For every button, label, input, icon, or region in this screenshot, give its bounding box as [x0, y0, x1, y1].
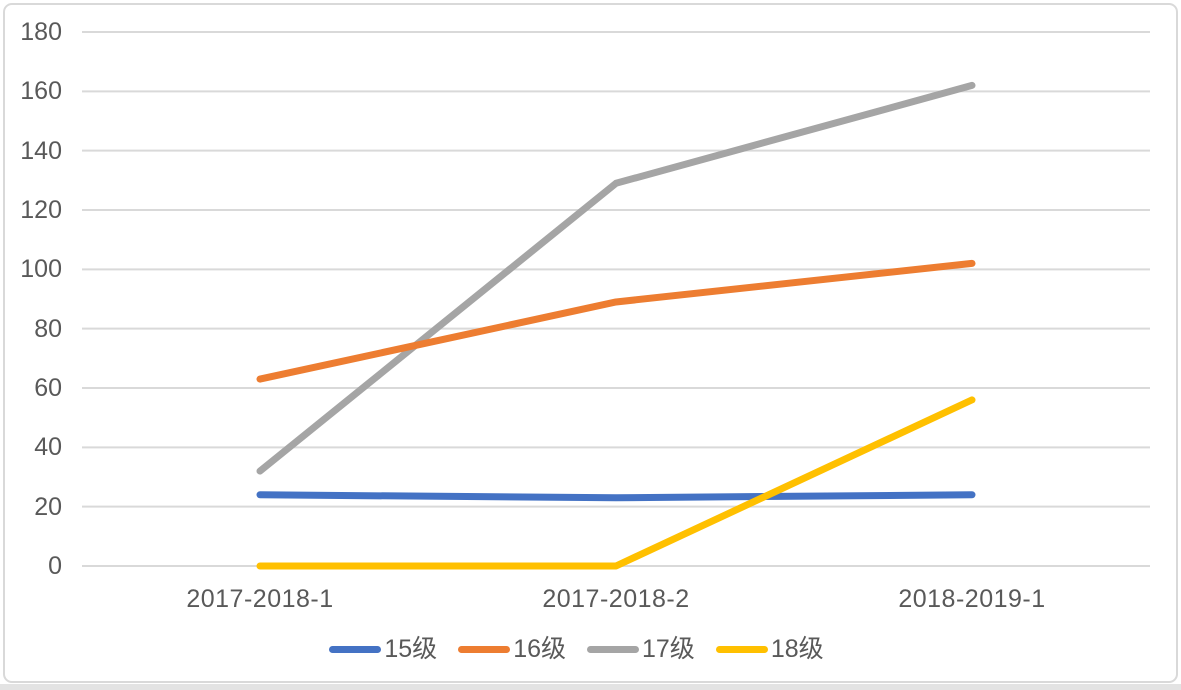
y-tick-label: 20 [34, 492, 62, 521]
legend-label: 17级 [642, 635, 695, 663]
legend-swatch [715, 645, 768, 653]
legend-swatch [329, 645, 382, 653]
legend-swatch [458, 645, 511, 653]
legend-label: 16级 [513, 635, 566, 663]
series-line-2 [256, 81, 976, 475]
legend-item: 16级 [458, 634, 566, 664]
y-tick-label: 80 [34, 314, 62, 343]
series-line-1 [256, 259, 976, 383]
y-tick-label: 60 [34, 374, 62, 402]
x-category-label: 2017-2018-2 [542, 585, 690, 613]
bottom-edge-strip [0, 684, 1181, 690]
x-category-label: 2018-2019-1 [898, 585, 1046, 613]
x-category-label: 2017-2018-1 [186, 585, 334, 613]
legend-label: 18级 [770, 635, 824, 663]
y-tick-label: 0 [48, 552, 62, 580]
legend-item: 18级 [715, 634, 824, 664]
y-tick-label: 120 [20, 196, 62, 224]
series-line-3 [256, 396, 976, 570]
legend-item: 17级 [587, 634, 695, 664]
legend-swatch [587, 645, 639, 653]
y-tick-label: 160 [20, 77, 62, 106]
series-line-0 [256, 491, 976, 502]
y-tick-label: 180 [20, 18, 62, 46]
chart-legend: 15级 16级 17级 18级 [0, 633, 1153, 665]
legend-label: 15级 [384, 635, 438, 663]
y-tick-label: 100 [20, 255, 62, 284]
y-tick-label: 40 [34, 433, 62, 462]
legend-item: 15级 [329, 634, 437, 664]
y-tick-label: 140 [20, 136, 62, 165]
